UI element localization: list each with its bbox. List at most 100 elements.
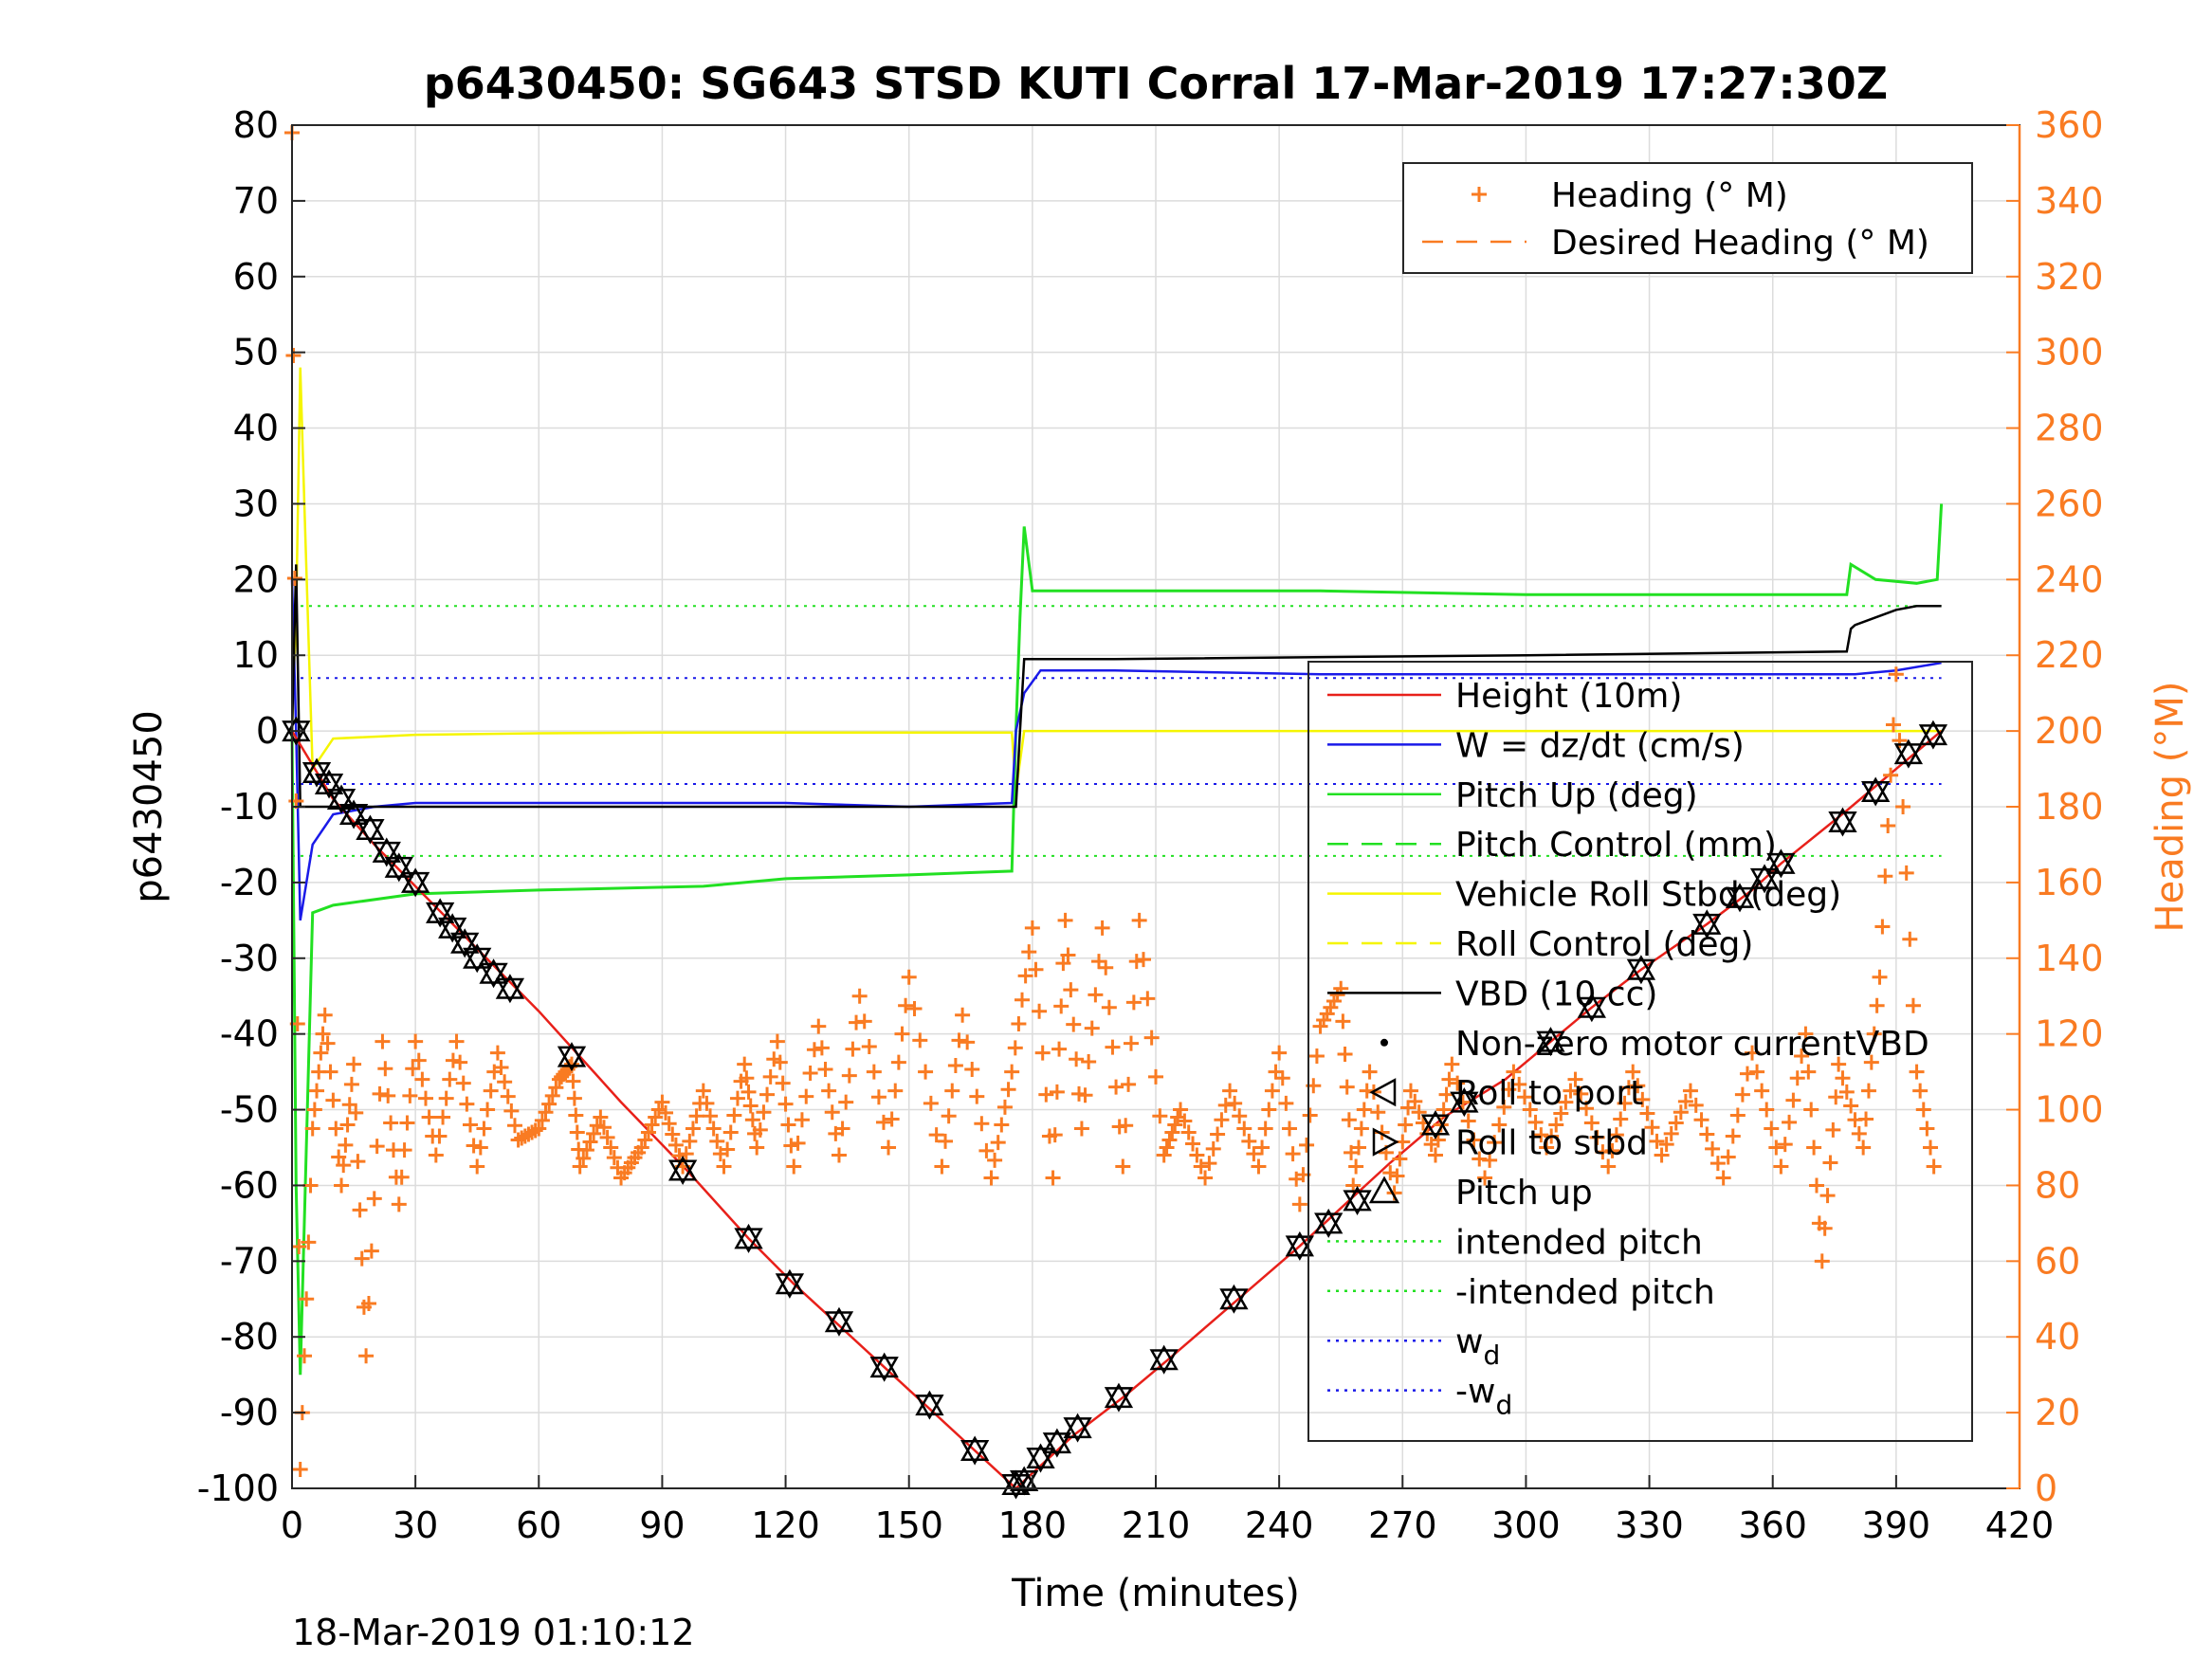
y-tick-label: 0	[256, 710, 279, 752]
heading-point	[1189, 1147, 1205, 1163]
heading-point	[1053, 998, 1069, 1014]
heading-point	[1843, 1098, 1859, 1114]
heading-point	[881, 1139, 897, 1156]
heading-point	[366, 1191, 382, 1207]
legend-main-box	[1307, 661, 1973, 1442]
x-axis-label: Time (minutes)	[1011, 1572, 1300, 1615]
heading-point	[1411, 1104, 1427, 1121]
heading-point	[1024, 920, 1040, 936]
heading-point	[1131, 912, 1147, 928]
heading-point	[1803, 1102, 1819, 1118]
heading-point	[1398, 1117, 1414, 1133]
heading-point	[887, 1083, 904, 1099]
heading-point	[720, 1141, 736, 1158]
heading-point	[576, 1150, 592, 1166]
pitch-up-marker	[1026, 1443, 1055, 1469]
heading-point	[1055, 956, 1071, 972]
pitch-up-marker	[1001, 1469, 1031, 1496]
heading-point	[772, 1054, 788, 1070]
pitch-up-marker	[400, 867, 430, 893]
heading-point	[1801, 1064, 1817, 1080]
heading-point	[452, 1054, 468, 1070]
y-right-tick-label: 180	[2035, 786, 2104, 828]
heading-point	[1271, 1045, 1288, 1061]
heading-point	[1128, 954, 1144, 970]
heading-point	[1450, 1075, 1466, 1091]
heading-point	[1389, 1168, 1405, 1184]
heading-point	[1108, 1079, 1124, 1095]
pitch-up-marker	[1010, 1466, 1039, 1492]
x-tick-label: 30	[393, 1504, 438, 1546]
heading-point	[821, 1083, 837, 1099]
heading-point	[1084, 1020, 1100, 1036]
y-tick-label: 40	[233, 408, 279, 449]
y-right-tick-label: 140	[2035, 938, 2104, 979]
legend-top-box	[1402, 162, 1973, 274]
y-right-tick-label: 200	[2035, 710, 2104, 752]
heading-point	[582, 1134, 598, 1150]
legend-main-label: Vehicle Roll Stbd (deg)	[1455, 876, 1841, 915]
heading-point	[299, 1291, 315, 1307]
heading-point	[1353, 1121, 1369, 1137]
heading-point	[648, 1109, 664, 1125]
heading-point	[845, 1041, 861, 1057]
heading-point	[1866, 1026, 1882, 1042]
heading-point	[352, 1202, 368, 1218]
pitch-up-marker	[326, 784, 356, 811]
heading-point	[1193, 1158, 1209, 1175]
heading-point	[955, 1007, 971, 1023]
heading-point	[1806, 1139, 1822, 1156]
pitch-up-marker	[1749, 864, 1780, 889]
roll-marker	[1001, 1474, 1031, 1500]
heading-point	[1021, 944, 1037, 960]
y-right-tick-label: 360	[2035, 104, 2104, 146]
pitch-up-marker	[1219, 1284, 1249, 1310]
pitch-up-marker	[667, 1155, 698, 1181]
heading-point	[1088, 987, 1104, 1003]
heading-point	[928, 1127, 944, 1143]
heading-point	[866, 1064, 882, 1080]
heading-point	[1600, 1158, 1617, 1175]
series-pitch-up-deg	[290, 503, 1944, 1376]
roll-marker	[1026, 1448, 1055, 1473]
y-tick-label: -90	[220, 1392, 279, 1433]
roll-marker	[869, 1357, 899, 1382]
heading-point	[565, 1073, 581, 1089]
heading-point	[358, 1348, 375, 1364]
heading-point	[405, 1061, 421, 1077]
heading-point	[1625, 1064, 1641, 1080]
heading-point	[1441, 1071, 1457, 1087]
heading-point	[1673, 1104, 1689, 1121]
legend-main-label: VBD (10 cc)	[1455, 975, 1657, 1013]
y-right-tick-label: 40	[2035, 1316, 2080, 1358]
heading-point	[1739, 1066, 1755, 1082]
heading-point	[1863, 1054, 1879, 1070]
roll-marker	[1725, 886, 1755, 913]
heading-point	[1214, 1112, 1230, 1128]
pitch-up-marker	[1149, 1344, 1179, 1371]
x-tick-label: 330	[1615, 1504, 1684, 1546]
heading-point	[595, 1120, 612, 1136]
heading-point	[1308, 1048, 1325, 1064]
heading-point	[1382, 1165, 1398, 1181]
heading-point	[1734, 1086, 1750, 1103]
heading-point	[1759, 1102, 1775, 1118]
heading-point	[1125, 994, 1142, 1011]
heading-point	[313, 1045, 329, 1061]
heading-point	[1339, 1079, 1355, 1095]
heading-point	[328, 1121, 344, 1137]
heading-point	[762, 1068, 778, 1085]
series-vehicle-roll-stbd-deg	[290, 367, 1942, 793]
heading-point	[960, 1034, 976, 1050]
heading-point	[343, 1076, 359, 1092]
heading-point	[742, 1098, 759, 1114]
roll-marker	[734, 1228, 763, 1253]
heading-point	[1720, 1149, 1736, 1165]
heading-point	[435, 1109, 451, 1125]
heading-point	[923, 1095, 939, 1111]
heading-point	[391, 1196, 407, 1212]
x-tick-label: 0	[281, 1504, 303, 1546]
heading-point	[1644, 1120, 1660, 1136]
y-right-tick-label: 0	[2035, 1468, 2057, 1509]
